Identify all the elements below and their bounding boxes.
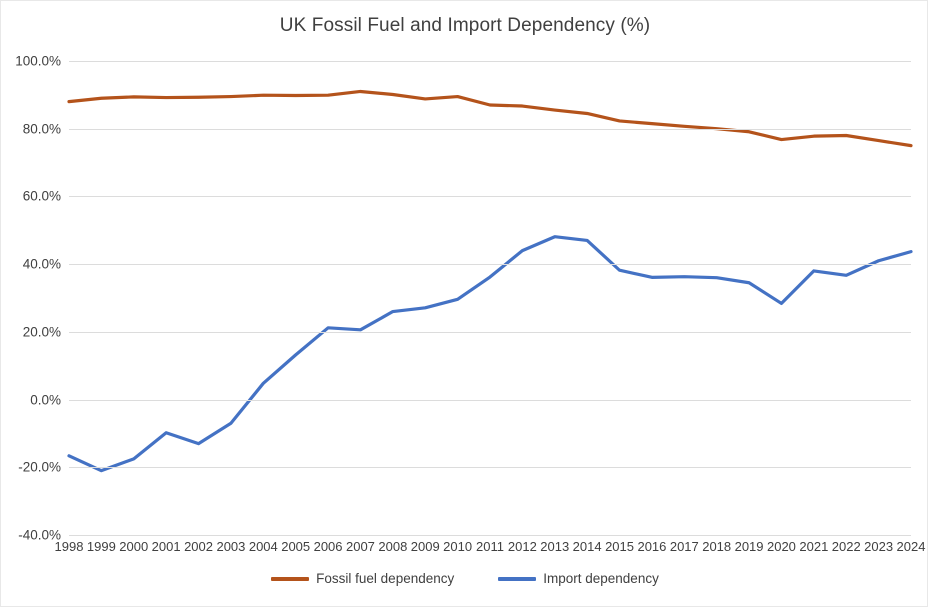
x-tick-label: 2001 <box>151 539 181 554</box>
x-tick-label: 1998 <box>54 539 84 554</box>
gridline <box>69 467 911 469</box>
y-tick-label: 0.0% <box>30 392 61 408</box>
x-tick-label: 2012 <box>507 539 537 554</box>
x-tick-label: 2010 <box>443 539 473 554</box>
x-tick-label: 2024 <box>896 539 926 554</box>
x-tick-label: 1999 <box>86 539 116 554</box>
gridline <box>69 331 911 333</box>
y-tick-label: 80.0% <box>22 121 61 137</box>
x-tick-label: 2002 <box>184 539 213 554</box>
gridline <box>69 535 911 536</box>
x-tick-label: 2023 <box>864 539 894 554</box>
x-tick-label: 2022 <box>831 539 861 554</box>
x-tick-label: 2008 <box>378 539 408 554</box>
y-axis: 100.0% 80.0% 60.0% 40.0% 20.0% 0.0% -20.0% -40.… <box>1 54 61 543</box>
x-tick-label: 2018 <box>702 539 732 554</box>
gridline <box>69 264 911 266</box>
x-tick-label: 2004 <box>248 539 278 554</box>
y-tick-label: 100.0% <box>15 53 61 69</box>
gridline <box>69 196 911 198</box>
chart-legend: Fossil fuel dependency Import dependency <box>1 571 927 586</box>
series-lines <box>67 89 913 473</box>
x-tick-label: 2007 <box>345 539 375 554</box>
x-axis: 1998 1999 2000 2001 2002 2003 2004 2005 2006 2007… <box>55 539 926 559</box>
y-tick-label: 40.0% <box>22 256 61 272</box>
legend-swatch-icon <box>271 576 310 581</box>
x-tick-label: 2000 <box>119 539 149 554</box>
series-line <box>67 89 913 148</box>
y-tick-label: -40.0% <box>18 527 61 543</box>
x-tick-label: 2017 <box>669 539 699 554</box>
x-tick-label: 2021 <box>799 539 829 554</box>
x-tick-label: 2011 <box>476 539 504 554</box>
x-tick-label: 2009 <box>410 539 440 554</box>
x-tick-label: 2020 <box>766 539 796 554</box>
legend-swatch-icon <box>498 576 537 581</box>
gridline <box>69 61 911 62</box>
x-tick-label: 2019 <box>734 539 764 554</box>
legend-label: Fossil fuel dependency <box>316 571 455 586</box>
legend-label: Import dependency <box>543 571 659 586</box>
x-tick-label: 2015 <box>605 539 634 554</box>
x-tick-label: 2005 <box>281 539 311 554</box>
y-tick-label: -20.0% <box>18 459 61 475</box>
x-tick-label: 2013 <box>540 539 570 554</box>
plot-area <box>67 61 913 536</box>
x-tick-label: 2003 <box>216 539 246 554</box>
x-tick-label: 2016 <box>637 539 667 554</box>
gridline <box>69 399 911 401</box>
y-tick-label: 60.0% <box>22 188 61 204</box>
legend-item[interactable]: Import dependency <box>498 571 659 586</box>
series-line <box>67 235 913 473</box>
x-tick-label: 2014 <box>572 539 602 554</box>
y-tick-label: 20.0% <box>22 324 61 340</box>
legend-item[interactable]: Fossil fuel dependency <box>271 571 454 586</box>
x-tick-label: 2006 <box>313 539 343 554</box>
chart-title: UK Fossil Fuel and Import Dependency (%) <box>279 15 651 36</box>
gridline <box>69 128 911 130</box>
